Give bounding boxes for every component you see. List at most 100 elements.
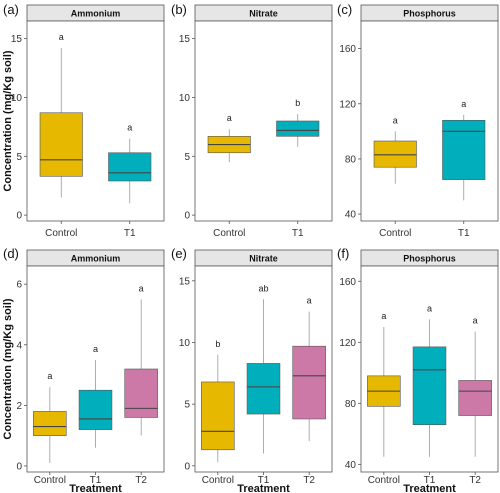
x-tick-label: T1 — [258, 475, 270, 486]
y-axis-title: Concentration (mg/Kg soil) — [2, 50, 14, 192]
y-tick-label: 0 — [16, 211, 22, 222]
x-tick-label: Control — [45, 228, 77, 239]
x-tick-label: T1 — [458, 228, 470, 239]
y-tick-label: 15 — [179, 34, 191, 45]
x-tick-label: T2 — [469, 475, 481, 486]
panel-title: Nitrate — [249, 254, 278, 264]
box-t1: a — [442, 99, 486, 201]
box-control: a — [33, 371, 67, 463]
box-control: a — [373, 115, 417, 184]
y-tick-label: 160 — [339, 44, 356, 55]
panel-b: (b) Nitrate 0 5 10 15 Control a T1 b — [171, 2, 333, 239]
box-iqr — [292, 345, 326, 420]
x-tick-label: T1 — [90, 475, 102, 486]
significance-letter: a — [227, 113, 232, 123]
panel-letter: (d) — [3, 246, 19, 261]
x-tick-label: T1 — [424, 475, 436, 486]
significance-letter: b — [295, 98, 300, 108]
significance-letter: ab — [258, 283, 268, 293]
y-tick-label: 80 — [345, 154, 357, 165]
y-tick-label: 0 — [184, 211, 190, 222]
box-t1: a — [412, 303, 447, 457]
box-t1: a — [78, 344, 113, 448]
significance-letter: a — [393, 115, 398, 125]
y-tick-label: 5 — [16, 152, 22, 163]
box-iqr — [78, 389, 113, 430]
panel-title: Phosphorus — [403, 254, 456, 264]
panel-title: Ammonium — [71, 9, 121, 19]
y-tick-label: 120 — [339, 338, 356, 349]
panel-title: Nitrate — [249, 9, 278, 19]
panel-e: (e) Nitrate 0 5 10 15 Control b T1 ab T2 a Treatment — [171, 246, 333, 493]
box-t1: ab — [246, 283, 281, 454]
box-control: b — [201, 339, 235, 463]
box-iqr — [458, 380, 492, 416]
x-tick-label: Control — [368, 475, 400, 486]
significance-letter: a — [461, 99, 466, 109]
box-t2: a — [292, 296, 326, 442]
y-tick-label: 5 — [184, 400, 190, 411]
significance-letter: a — [473, 316, 478, 326]
y-tick-label: 6 — [16, 280, 22, 291]
significance-letter: a — [59, 32, 64, 42]
x-axis-title: Treatment — [237, 483, 290, 493]
y-tick-label: 10 — [179, 93, 191, 104]
y-tick-label: 160 — [339, 277, 356, 288]
y-tick-label: 4 — [16, 340, 22, 351]
panel-title: Ammonium — [71, 254, 121, 264]
significance-letter: a — [307, 296, 312, 306]
y-axis-title: Concentration (mg/Kg soil) — [2, 298, 14, 440]
x-tick-label: Control — [379, 228, 411, 239]
panel-letter: (a) — [3, 2, 19, 17]
panel-d: (d) Ammonium 0 2 4 6 Control a T1 a T2 a Concentrati… — [2, 246, 165, 493]
y-tick-label: 40 — [345, 460, 357, 471]
y-tick-label: 40 — [345, 210, 357, 221]
x-tick-label: T2 — [135, 475, 147, 486]
significance-letter: a — [139, 283, 144, 293]
panel-letter: (b) — [171, 2, 187, 17]
box-control: a — [39, 32, 83, 198]
y-tick-label: 10 — [11, 93, 23, 104]
x-tick-label: T2 — [303, 475, 315, 486]
box-t2: a — [458, 316, 492, 457]
significance-letter: a — [93, 344, 98, 354]
box-t1: a — [108, 123, 152, 204]
box-iqr — [108, 152, 152, 182]
y-tick-label: 120 — [339, 99, 356, 110]
y-tick-label: 10 — [179, 338, 191, 349]
box-iqr — [412, 346, 447, 425]
y-tick-label: 15 — [11, 34, 23, 45]
box-control: a — [207, 113, 251, 163]
significance-letter: b — [215, 339, 220, 349]
y-tick-label: 15 — [179, 276, 191, 287]
x-tick-label: Control — [202, 475, 234, 486]
y-tick-label: 80 — [345, 399, 357, 410]
panel-f: (f) Phosphorus 40 80 120 160 Control a T1 a T2 a Tre… — [337, 246, 499, 493]
box-iqr — [124, 368, 158, 418]
box-iqr — [276, 120, 320, 137]
panel-title: Phosphorus — [403, 9, 456, 19]
box-t2: a — [124, 283, 158, 436]
box-control: a — [367, 311, 401, 457]
panel-letter: (f) — [337, 246, 349, 261]
significance-letter: a — [427, 303, 432, 313]
x-tick-label: Control — [34, 475, 66, 486]
x-tick-label: T1 — [124, 228, 136, 239]
x-axis-title: Treatment — [403, 483, 456, 493]
significance-letter: a — [47, 371, 52, 381]
panel-letter: (c) — [337, 2, 352, 17]
x-axis-title: Treatment — [69, 483, 122, 493]
box-iqr — [442, 120, 486, 180]
x-tick-label: T1 — [292, 228, 304, 239]
box-iqr — [246, 363, 281, 415]
significance-letter: a — [381, 311, 386, 321]
x-tick-label: Control — [213, 228, 245, 239]
panel-a: (a) Ammonium 0 5 10 15 Control a T1 a Concentratio… — [2, 2, 165, 239]
box-iqr — [39, 112, 83, 177]
significance-letter: a — [127, 123, 132, 133]
box-t1: b — [276, 98, 320, 147]
box-iqr — [373, 140, 417, 168]
panel-letter: (e) — [171, 246, 187, 261]
y-tick-label: 0 — [16, 461, 22, 472]
